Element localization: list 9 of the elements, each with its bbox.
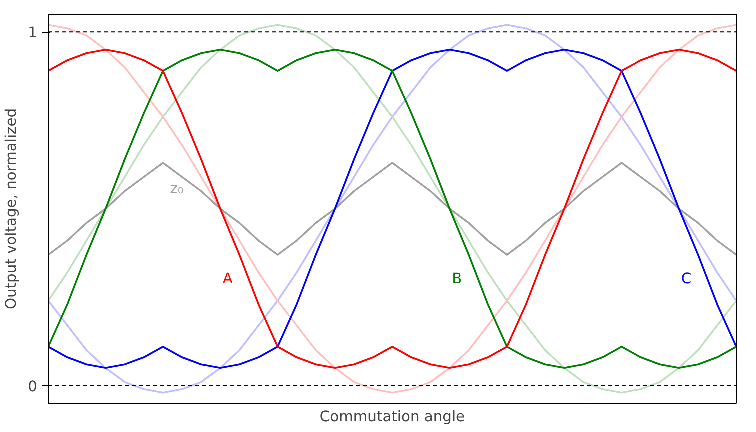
- y-tick-label: 1: [28, 24, 38, 42]
- y-axis-title: Output voltage, normalized: [3, 108, 20, 310]
- series-label: B: [452, 270, 462, 288]
- line-series: [48, 162, 736, 256]
- series-label: C: [681, 270, 692, 288]
- series-label: A: [222, 270, 233, 288]
- series-label: z₀: [170, 180, 184, 198]
- x-axis-title: Commutation angle: [320, 408, 466, 426]
- y-tick-label: 0: [28, 378, 38, 396]
